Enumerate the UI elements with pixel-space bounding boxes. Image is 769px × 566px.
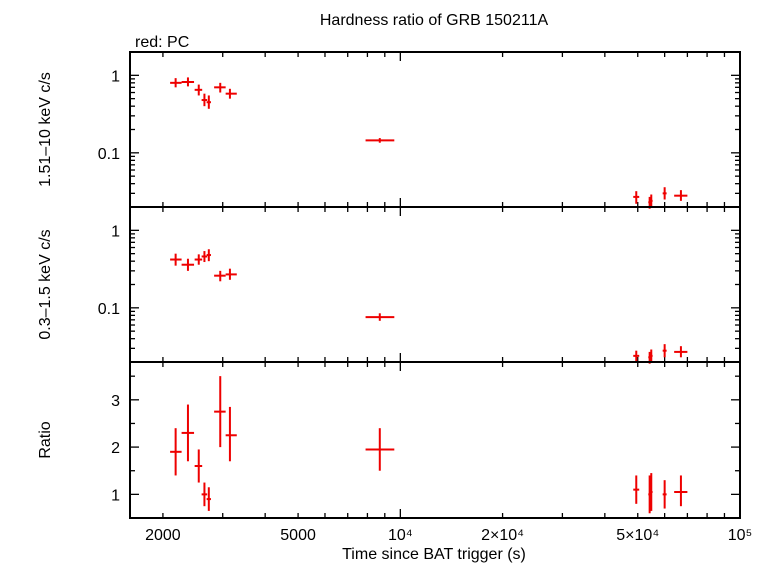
data-point: [649, 349, 653, 362]
y-tick-label: 1: [111, 223, 120, 240]
panel-frame: [129, 206, 741, 363]
data-point: [365, 138, 395, 143]
data-point: [365, 313, 395, 321]
x-tick-label: 5×10⁴: [616, 527, 659, 544]
data-points: [170, 77, 688, 209]
chart-subtitle: red: PC: [135, 34, 189, 51]
data-point: [662, 344, 667, 358]
x-ticks: [162, 52, 741, 207]
data-point: [194, 449, 203, 483]
data-point: [181, 258, 195, 271]
x-tick-labels: 2000 5000 10⁴ 2×10⁴ 5×10⁴ 10⁵: [145, 527, 752, 544]
data-point: [225, 268, 237, 280]
data-point: [201, 251, 208, 263]
x-axis-label: Time since BAT trigger (s): [342, 546, 526, 563]
x-tick-label: 10⁴: [388, 527, 413, 544]
y-ticks: 0.11: [98, 51, 740, 208]
data-points: [170, 249, 688, 364]
data-points: [170, 376, 688, 514]
data-point: [181, 77, 195, 87]
rate-soft-panel: 0.110.3–1.5 keV c/s: [37, 206, 741, 364]
data-point: [206, 487, 211, 511]
y-axis-label: 1.51–10 keV c/s: [37, 72, 54, 187]
rate-hard-panel: 0.111.51–10 keV c/s: [37, 51, 741, 209]
plot-panels: 0.111.51–10 keV c/s0.110.3–1.5 keV c/s12…: [37, 51, 752, 544]
data-point: [633, 191, 640, 204]
y-tick-label: 3: [111, 393, 120, 410]
data-point: [214, 82, 226, 93]
data-point: [170, 253, 182, 266]
data-point: [633, 475, 640, 504]
y-tick-label: 0.1: [98, 301, 120, 318]
data-point: [225, 88, 237, 99]
data-point: [649, 194, 653, 207]
data-point: [649, 473, 653, 511]
data-point: [674, 190, 688, 201]
ratio-panel: 1 2 3 Ratio 2000 5000 10⁴ 2×10⁴ 5×10⁴ 10⁵: [37, 361, 752, 544]
data-point: [170, 428, 182, 476]
data-point: [181, 404, 195, 462]
panel-frame: [129, 51, 741, 208]
data-point: [662, 480, 667, 509]
x-tick-label: 2000: [145, 527, 181, 544]
y-axis-label: 0.3–1.5 keV c/s: [37, 229, 54, 339]
data-point: [365, 428, 395, 471]
data-point: [674, 475, 688, 507]
data-point: [170, 78, 182, 88]
y-ticks: 1 2 3: [111, 375, 740, 519]
data-point: [206, 95, 211, 109]
data-point: [662, 187, 667, 200]
data-point: [214, 270, 226, 282]
chart-title: Hardness ratio of GRB 150211A: [320, 12, 549, 29]
data-point: [225, 406, 237, 462]
data-point: [194, 84, 203, 96]
data-point: [206, 249, 211, 262]
data-point: [674, 346, 688, 358]
data-point: [214, 376, 226, 448]
y-ticks: 0.11: [98, 206, 740, 363]
y-tick-label: 0.1: [98, 146, 120, 163]
y-tick-label: 2: [111, 440, 120, 457]
data-point: [201, 482, 208, 507]
panel-frame: [129, 361, 741, 519]
data-point: [201, 93, 208, 107]
y-axis-label: Ratio: [37, 421, 54, 458]
x-ticks: [162, 207, 741, 362]
x-tick-label: 10⁵: [728, 527, 752, 544]
x-ticks: [162, 362, 741, 518]
y-tick-label: 1: [111, 487, 120, 504]
x-tick-label: 2×10⁴: [481, 527, 524, 544]
data-point: [194, 254, 203, 265]
y-tick-label: 1: [111, 68, 120, 85]
data-point: [633, 350, 640, 362]
x-tick-label: 5000: [280, 527, 316, 544]
